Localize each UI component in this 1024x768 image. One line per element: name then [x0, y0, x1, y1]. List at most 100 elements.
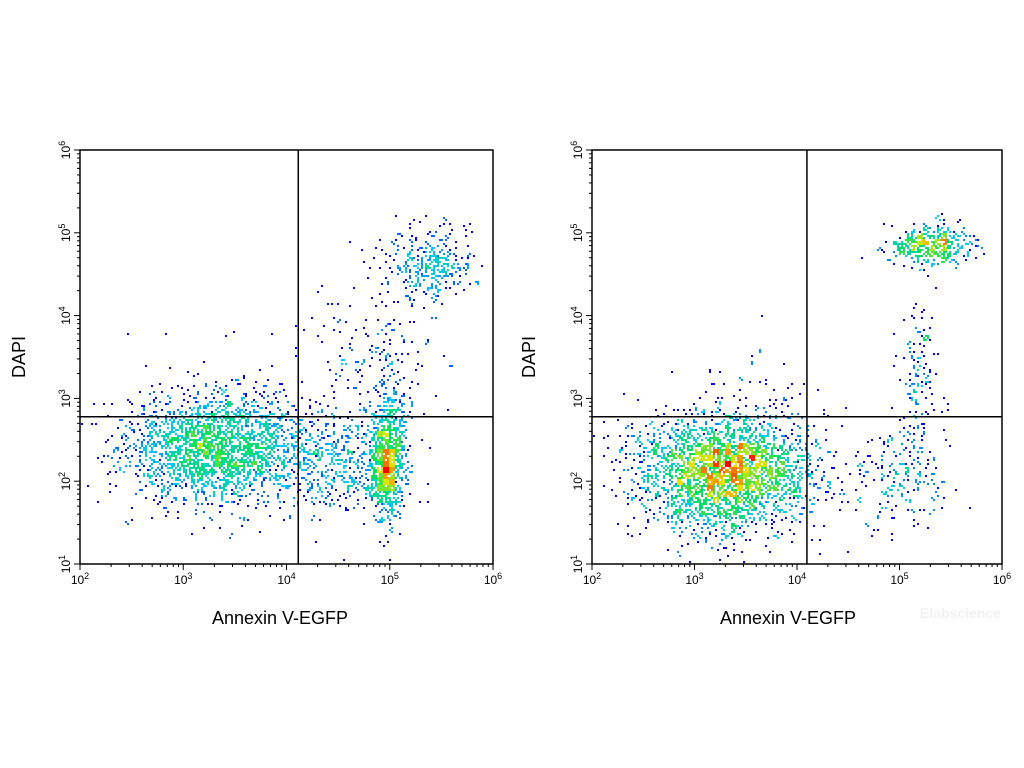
event-point [427, 341, 429, 343]
event-point [309, 449, 311, 451]
event-point [747, 487, 749, 489]
event-point [381, 461, 383, 463]
event-point [705, 485, 707, 487]
event-point [309, 487, 311, 489]
event-point [655, 467, 657, 469]
event-point [127, 457, 129, 459]
event-point [259, 427, 261, 429]
event-point [185, 475, 187, 477]
event-point [219, 405, 221, 407]
event-point [745, 445, 747, 447]
event-point [695, 453, 697, 455]
event-point [317, 491, 319, 493]
event-point [223, 477, 225, 479]
event-point [151, 385, 153, 387]
event-point [643, 505, 645, 507]
event-point [787, 477, 789, 479]
event-point [203, 511, 205, 513]
event-point [733, 453, 735, 455]
event-point [215, 465, 217, 467]
event-point [719, 459, 721, 461]
event-point [451, 265, 453, 267]
event-point [203, 453, 205, 455]
event-point [383, 471, 385, 473]
event-point [405, 453, 407, 455]
event-point [249, 435, 251, 437]
event-point [303, 495, 305, 497]
event-point [261, 481, 263, 483]
event-point [253, 409, 255, 411]
event-point [395, 411, 397, 413]
event-point [379, 449, 381, 451]
event-point [351, 485, 353, 487]
event-point [389, 363, 391, 365]
event-point [377, 439, 379, 441]
event-point [381, 467, 383, 469]
event-point [239, 419, 241, 421]
event-point [345, 509, 347, 511]
event-point [787, 465, 789, 467]
event-point [241, 483, 243, 485]
event-point [313, 503, 315, 505]
event-point [173, 427, 175, 429]
event-point [671, 427, 673, 429]
event-point [663, 423, 665, 425]
event-point [227, 401, 229, 403]
event-point [393, 373, 395, 375]
event-point [219, 455, 221, 457]
event-point [153, 461, 155, 463]
event-point [783, 397, 785, 399]
event-point [247, 447, 249, 449]
event-point [703, 457, 705, 459]
event-point [741, 435, 743, 437]
event-point [377, 471, 379, 473]
event-point [717, 505, 719, 507]
event-point [769, 469, 771, 471]
event-point [793, 475, 795, 477]
event-point [225, 335, 227, 337]
event-point [717, 471, 719, 473]
event-point [237, 469, 239, 471]
event-point [343, 481, 345, 483]
event-point [227, 413, 229, 415]
event-point [245, 409, 247, 411]
event-point [225, 483, 227, 485]
event-point [399, 465, 401, 467]
event-point [371, 419, 373, 421]
event-point [337, 463, 339, 465]
event-point [741, 467, 743, 469]
event-point [165, 441, 167, 443]
event-point [677, 409, 679, 411]
event-point [749, 475, 751, 477]
event-point [719, 515, 721, 517]
event-point [735, 497, 737, 499]
event-point [387, 451, 389, 453]
event-point [195, 447, 197, 449]
event-point [181, 425, 183, 427]
event-point [343, 493, 345, 495]
event-point [359, 369, 361, 371]
event-point [739, 517, 741, 519]
event-point [727, 455, 729, 457]
event-point [171, 429, 173, 431]
event-point [433, 301, 435, 303]
event-point [257, 411, 259, 413]
event-point [391, 475, 393, 477]
event-point [729, 465, 731, 467]
event-point [681, 431, 683, 433]
event-point [739, 451, 741, 453]
event-point [371, 345, 373, 347]
event-point [217, 427, 219, 429]
event-point [225, 395, 227, 397]
event-point [387, 479, 389, 481]
event-point [201, 449, 203, 451]
event-point [345, 429, 347, 431]
event-point [209, 425, 211, 427]
event-point [393, 301, 395, 303]
event-point [373, 471, 375, 473]
event-point [805, 495, 807, 497]
event-point [373, 459, 375, 461]
event-point [327, 405, 329, 407]
event-point [711, 457, 713, 459]
event-point [667, 421, 669, 423]
